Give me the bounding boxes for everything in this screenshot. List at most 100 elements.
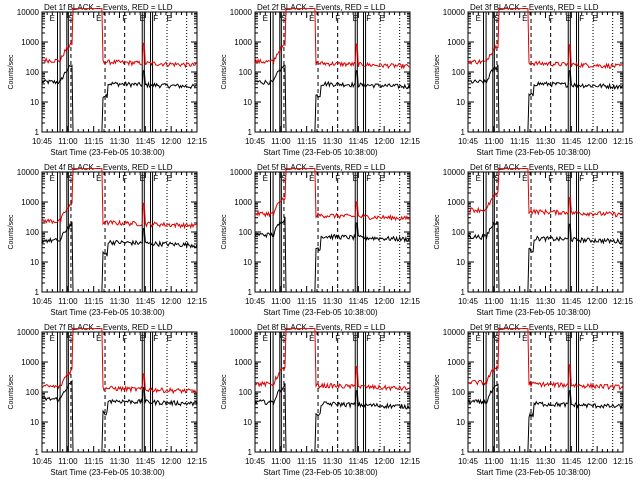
- y-tick-label: 100: [26, 228, 40, 237]
- x-tick-label: 12:15: [187, 457, 208, 466]
- interval-marker-label: F: [548, 14, 553, 23]
- x-tick-label: 10:45: [458, 457, 479, 466]
- interval-marker-label: E: [166, 174, 171, 183]
- interval-marker-label: E: [379, 14, 384, 23]
- plot-frame: [254, 171, 411, 293]
- chart-title: Det 1f BLACK = Events, RED = LLD: [44, 3, 173, 12]
- series-events-line: [41, 379, 198, 453]
- x-tick-label: 11:00: [484, 297, 504, 306]
- chart-panel-8: 1 10 100 1000 10000 10:45 11:00 11:15 11:30 11:45…: [221, 323, 421, 477]
- y-tick-label: 100: [239, 388, 253, 397]
- y-tick-label: 10000: [230, 8, 253, 17]
- y-tick-label: 10000: [443, 8, 466, 17]
- x-tick-label: 11:00: [484, 457, 504, 466]
- x-tick-label: 11:15: [84, 137, 104, 146]
- x-tick-label: 11:30: [536, 297, 556, 306]
- y-tick-label: 10: [243, 98, 252, 107]
- y-axis-label: Counts/sec: [434, 54, 441, 90]
- interval-marker-label: E: [476, 174, 481, 183]
- interval-marker-label: E: [592, 174, 597, 183]
- series-lld-line: [467, 168, 624, 218]
- x-tick-label: 11:30: [110, 137, 130, 146]
- y-tick-label: 1: [35, 128, 40, 137]
- chart-panel-6: 1 10 100 1000 10000 10:45 11:00 11:15 11:30 11:45…: [434, 163, 634, 317]
- x-tick-label: 12:15: [613, 457, 634, 466]
- x-tick-label: 11:00: [484, 137, 504, 146]
- interval-marker-label: E: [50, 14, 55, 23]
- x-tick-label: 11:15: [84, 297, 104, 306]
- x-axis-label: Start Time (23-Feb-05 10:38:00): [50, 468, 165, 477]
- x-tick-label: 11:00: [58, 137, 78, 146]
- chart-panel-2: 1 10 100 1000 10000 10:45 11:00 11:15 11:30 11:45…: [221, 3, 421, 157]
- y-tick-label: 1000: [21, 358, 39, 367]
- x-tick-label: 11:00: [58, 457, 78, 466]
- y-tick-label: 10000: [17, 328, 40, 337]
- y-axis-label: Counts/sec: [8, 214, 15, 250]
- interval-marker-label: E: [379, 334, 384, 343]
- interval-marker-label: S: [281, 14, 286, 23]
- x-tick-label: 11:45: [562, 137, 582, 146]
- y-tick-label: 10: [243, 258, 252, 267]
- interval-marker-label: F: [122, 14, 127, 23]
- x-tick-label: 12:00: [374, 137, 395, 146]
- chart-panel-7: 1 10 100 1000 10000 10:45 11:00 11:15 11:30 11:45…: [8, 323, 208, 477]
- series-lld-line: [467, 328, 624, 391]
- interval-marker-label: F: [579, 14, 584, 23]
- interval-marker-label: F: [366, 174, 371, 183]
- interval-marker-label: S: [494, 334, 499, 343]
- interval-marker-label: E: [263, 14, 268, 23]
- series-lld-line: [467, 8, 624, 70]
- x-tick-label: 12:00: [161, 297, 182, 306]
- chart-panel-4: 1 10 100 1000 10000 10:45 11:00 11:15 11:30 11:45…: [8, 163, 208, 317]
- x-tick-label: 12:15: [400, 457, 421, 466]
- y-tick-label: 1: [248, 128, 253, 137]
- x-tick-label: 11:30: [323, 457, 343, 466]
- x-tick-label: 11:45: [349, 137, 369, 146]
- y-tick-label: 1: [461, 128, 466, 137]
- x-tick-label: 12:15: [187, 297, 208, 306]
- interval-marker-label: E: [140, 14, 145, 23]
- interval-marker-label: F: [366, 14, 371, 23]
- interval-marker-label: E: [309, 174, 314, 183]
- y-tick-label: 10000: [17, 168, 40, 177]
- interval-marker-label: E: [592, 334, 597, 343]
- x-tick-label: 11:15: [297, 457, 317, 466]
- interval-marker-label: E: [140, 174, 145, 183]
- interval-marker-label: E: [522, 334, 527, 343]
- interval-marker-label: S: [68, 334, 73, 343]
- interval-marker-label: F: [122, 174, 127, 183]
- series-events-line: [41, 221, 198, 293]
- y-tick-label: 100: [239, 228, 253, 237]
- interval-marker-label: E: [566, 334, 571, 343]
- chart-title: Det 5f BLACK = Events, RED = LLD: [257, 163, 386, 172]
- interval-marker-label: E: [476, 14, 481, 23]
- x-axis-label: Start Time (23-Feb-05 10:38:00): [476, 468, 591, 477]
- chart-title: Det 6f BLACK = Events, RED = LLD: [470, 163, 599, 172]
- x-tick-label: 10:45: [458, 297, 479, 306]
- x-tick-label: 11:30: [323, 137, 343, 146]
- y-axis-label: Counts/sec: [8, 54, 15, 90]
- interval-marker-label: S: [68, 174, 73, 183]
- x-tick-label: 12:15: [400, 137, 421, 146]
- chart-panel-3: 1 10 100 1000 10000 10:45 11:00 11:15 11:30 11:45…: [434, 3, 634, 157]
- x-tick-label: 12:00: [374, 297, 395, 306]
- plot-frame: [467, 11, 624, 133]
- interval-marker-label: E: [522, 14, 527, 23]
- y-tick-label: 10: [456, 418, 465, 427]
- chart-title: Det 9f BLACK = Events, RED = LLD: [470, 323, 599, 332]
- x-tick-label: 12:00: [374, 457, 395, 466]
- y-tick-label: 10: [243, 418, 252, 427]
- interval-marker-label: F: [335, 334, 340, 343]
- y-tick-label: 1: [248, 448, 253, 457]
- interval-marker-label: F: [366, 334, 371, 343]
- x-tick-label: 12:15: [613, 297, 634, 306]
- x-tick-label: 10:45: [32, 297, 53, 306]
- interval-marker-label: E: [353, 334, 358, 343]
- interval-marker-label: E: [50, 174, 55, 183]
- x-tick-label: 11:30: [110, 297, 130, 306]
- interval-marker-label: F: [122, 334, 127, 343]
- x-tick-label: 11:45: [562, 457, 582, 466]
- x-tick-label: 11:00: [271, 137, 291, 146]
- series-lld-line: [41, 328, 198, 395]
- x-axis-label: Start Time (23-Feb-05 10:38:00): [50, 308, 165, 317]
